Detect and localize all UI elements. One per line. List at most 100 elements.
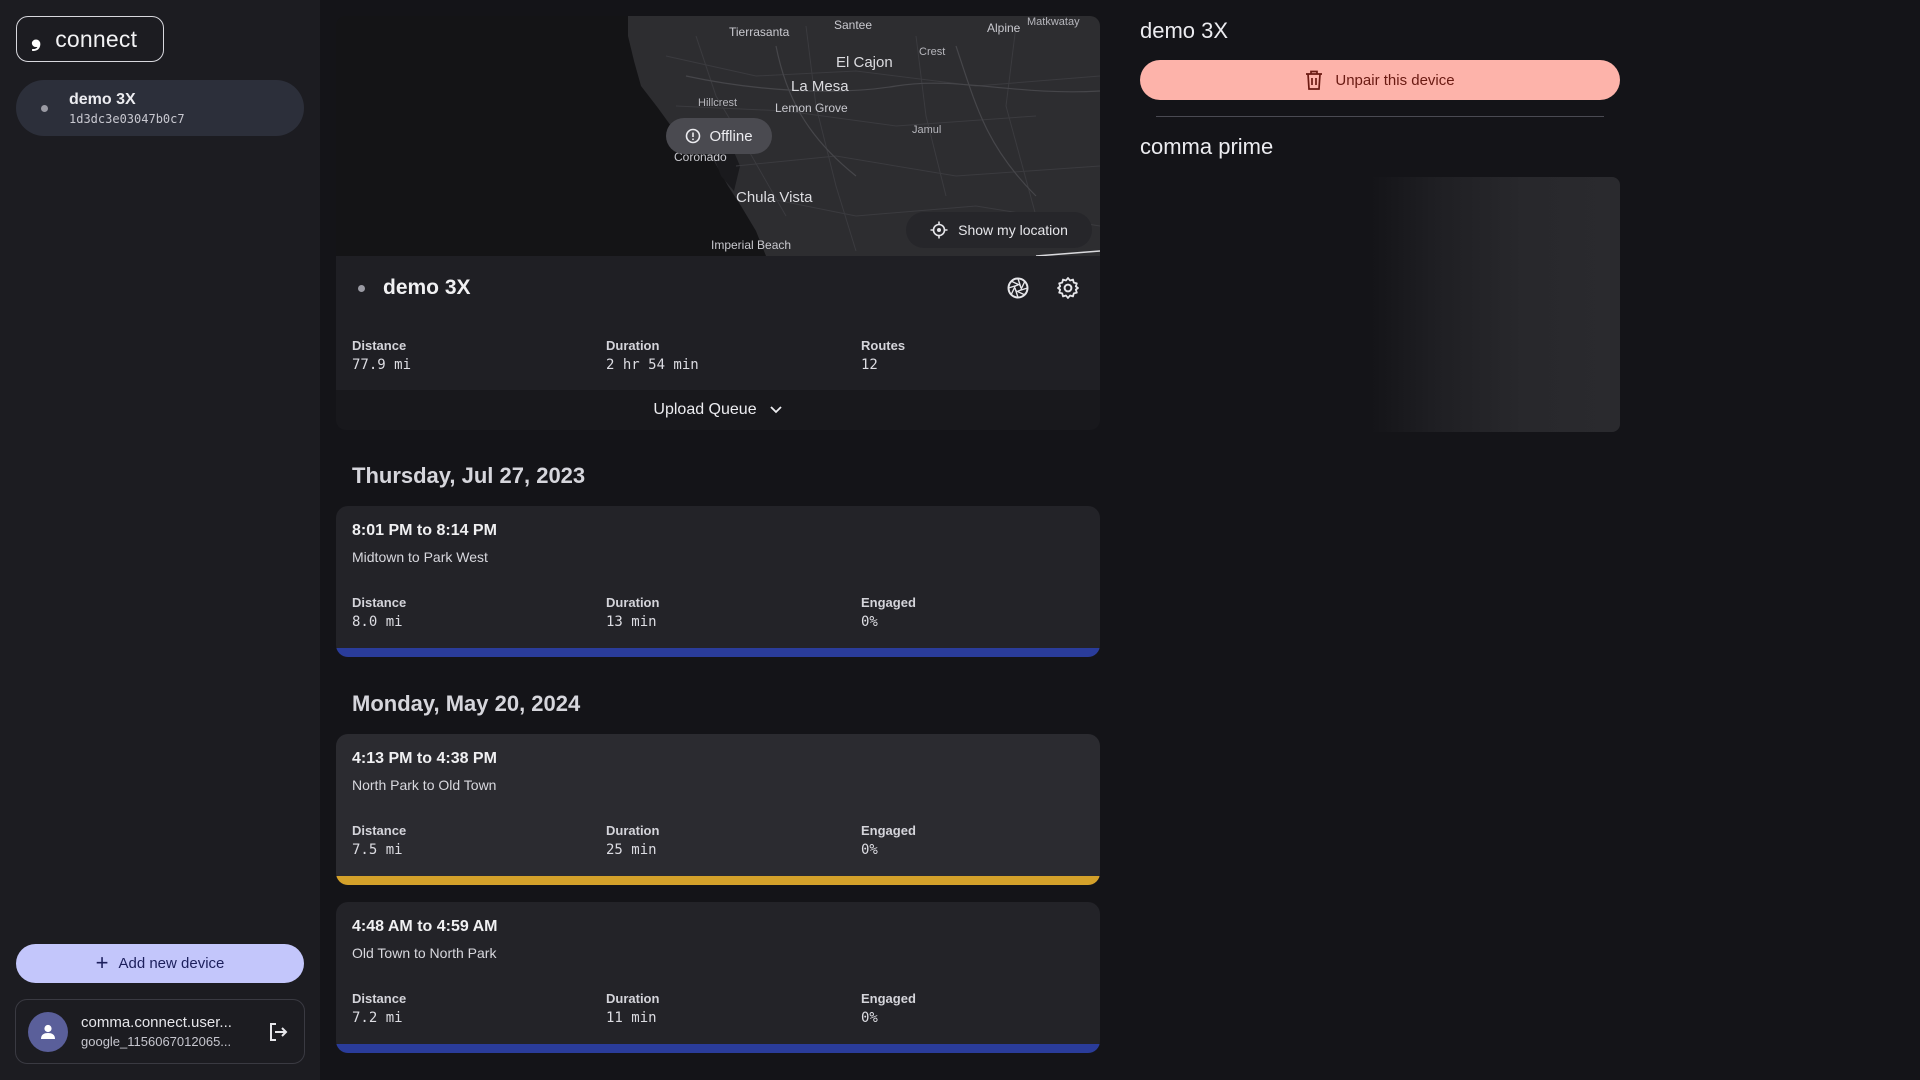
route-timeline-bar: [336, 1044, 1100, 1053]
logout-icon: [270, 1022, 288, 1041]
route-time: 8:01 PM to 8:14 PM: [352, 522, 497, 539]
device-stat-duration: Duration 2 hr 54 min: [606, 338, 699, 373]
gear-icon[interactable]: [1056, 276, 1080, 300]
map-label: Santee: [834, 18, 873, 32]
route-stat-distance: Distance 8.0 mi: [352, 595, 406, 630]
map-label: Hillcrest: [698, 97, 738, 109]
offline-label: Offline: [709, 127, 753, 145]
stat-label: Engaged: [861, 991, 916, 1006]
route-stat-engaged: Engaged 0%: [861, 595, 916, 630]
sidebar-device-name: demo 3X: [69, 90, 136, 108]
avatar: [28, 1011, 68, 1052]
prime-title: comma prime: [1140, 134, 1274, 159]
alert-circle-icon: [686, 128, 701, 144]
route-timeline-bar: [336, 876, 1100, 885]
divider: [1156, 116, 1604, 117]
route-date-heading: Thursday, Jul 27, 2023: [352, 463, 586, 488]
logo-text: connect: [55, 25, 138, 52]
stat-label: Duration: [606, 991, 660, 1006]
offline-badge: Offline: [666, 118, 772, 154]
map-label: Crest: [919, 46, 946, 58]
stat-label: Distance: [352, 991, 407, 1006]
sidebar: ❟ connect demo 3X 1d3dc3e03047b0c7 + Add…: [0, 0, 320, 1080]
stat-value: 7.5 mi: [352, 842, 403, 858]
panel-title: demo 3X: [1140, 18, 1229, 43]
route-place: North Park to Old Town: [352, 777, 497, 793]
route-card[interactable]: 4:48 AM to 4:59 AM Old Town to North Par…: [336, 902, 1100, 1053]
stat-label: Distance: [352, 823, 407, 838]
upload-queue-label: Upload Queue: [653, 401, 757, 418]
account-panel: comma.connect.user... google_11560670120…: [15, 999, 305, 1064]
stat-label: Duration: [606, 338, 660, 353]
add-device-label: Add new device: [118, 955, 225, 972]
map-label: Alpine: [987, 21, 1021, 35]
map-label: El Cajon: [836, 54, 893, 71]
route-place: Midtown to Park West: [352, 549, 488, 565]
device-name: demo 3X: [383, 276, 471, 299]
route-stat-duration: Duration 13 min: [606, 595, 659, 630]
account-id: google_1156067012065...: [81, 1034, 232, 1049]
stat-value: 12: [861, 357, 878, 373]
stat-value: 0%: [861, 614, 878, 630]
device-stat-distance: Distance 77.9 mi: [352, 338, 411, 373]
route-card[interactable]: 8:01 PM to 8:14 PM Midtown to Park West …: [336, 506, 1100, 657]
sidebar-item-device[interactable]: demo 3X 1d3dc3e03047b0c7: [16, 80, 304, 136]
map-label: Imperial Beach: [711, 238, 792, 252]
stat-value: 7.2 mi: [352, 1010, 403, 1026]
plus-icon: +: [95, 949, 109, 975]
stat-value: 77.9 mi: [352, 357, 412, 373]
route-stat-distance: Distance 7.5 mi: [352, 823, 406, 858]
map-label: Tierrasanta: [729, 25, 790, 39]
stat-label: Distance: [352, 338, 407, 353]
account-name: comma.connect.user...: [81, 1014, 232, 1031]
connect-logo[interactable]: ❟ connect: [16, 16, 164, 62]
map-label: Matkwatay: [1027, 16, 1080, 28]
stat-label: Duration: [606, 595, 660, 610]
device-stat-routes: Routes 12: [861, 338, 905, 373]
person-icon: [41, 1024, 55, 1039]
route-date-heading: Monday, May 20, 2024: [352, 691, 581, 716]
stat-value: 0%: [861, 842, 878, 858]
add-device-button[interactable]: + Add new device: [16, 944, 304, 983]
map-label: Chula Vista: [736, 189, 813, 206]
route-time: 4:48 AM to 4:59 AM: [352, 918, 498, 935]
stat-value: 2 hr 54 min: [606, 357, 699, 373]
route-place: Old Town to North Park: [352, 945, 497, 961]
prime-loading-placeholder: [1140, 177, 1620, 432]
map[interactable]: Tierrasanta Santee Alpine Matkwatay El C…: [336, 16, 1100, 256]
upload-queue-toggle[interactable]: Upload Queue: [336, 390, 1100, 430]
sidebar-device-serial: 1d3dc3e03047b0c7: [69, 111, 185, 126]
stat-value: 8.0 mi: [352, 614, 403, 630]
unpair-label: Unpair this device: [1335, 71, 1455, 89]
show-location-button[interactable]: Show my location: [906, 212, 1092, 248]
device-card: demo 3X Distance 77.9 mi Duration 2 hr 5…: [336, 256, 1100, 390]
stat-label: Distance: [352, 595, 407, 610]
camera-shutter-icon[interactable]: [1006, 276, 1030, 300]
crosshair-icon: [930, 221, 948, 239]
stat-value: 25 min: [606, 842, 657, 858]
device-status-dot-icon: [358, 284, 365, 292]
route-stat-engaged: Engaged 0%: [861, 991, 916, 1026]
route-stat-engaged: Engaged 0%: [861, 823, 916, 858]
route-stat-duration: Duration 11 min: [606, 991, 659, 1026]
map-label: Lemon Grove: [775, 101, 848, 115]
unpair-device-button[interactable]: Unpair this device: [1140, 60, 1620, 100]
stat-label: Engaged: [861, 823, 916, 838]
stat-value: 0%: [861, 1010, 878, 1026]
route-timeline-bar: [336, 648, 1100, 657]
map-label: La Mesa: [791, 78, 849, 95]
stat-value: 11 min: [606, 1010, 657, 1026]
comma-logo-icon: ❟: [31, 21, 42, 51]
logout-button[interactable]: [267, 1021, 289, 1043]
stat-value: 13 min: [606, 614, 657, 630]
route-card[interactable]: 4:13 PM to 4:38 PM North Park to Old Tow…: [336, 734, 1100, 885]
trash-icon: [1306, 70, 1323, 90]
show-location-label: Show my location: [958, 222, 1068, 238]
stat-label: Duration: [606, 823, 660, 838]
route-time: 4:13 PM to 4:38 PM: [352, 750, 497, 767]
route-stat-duration: Duration 25 min: [606, 823, 659, 858]
stat-label: Engaged: [861, 595, 916, 610]
map-label: Jamul: [912, 124, 942, 136]
device-status-dot-icon: [41, 104, 48, 112]
stat-label: Routes: [861, 338, 906, 353]
